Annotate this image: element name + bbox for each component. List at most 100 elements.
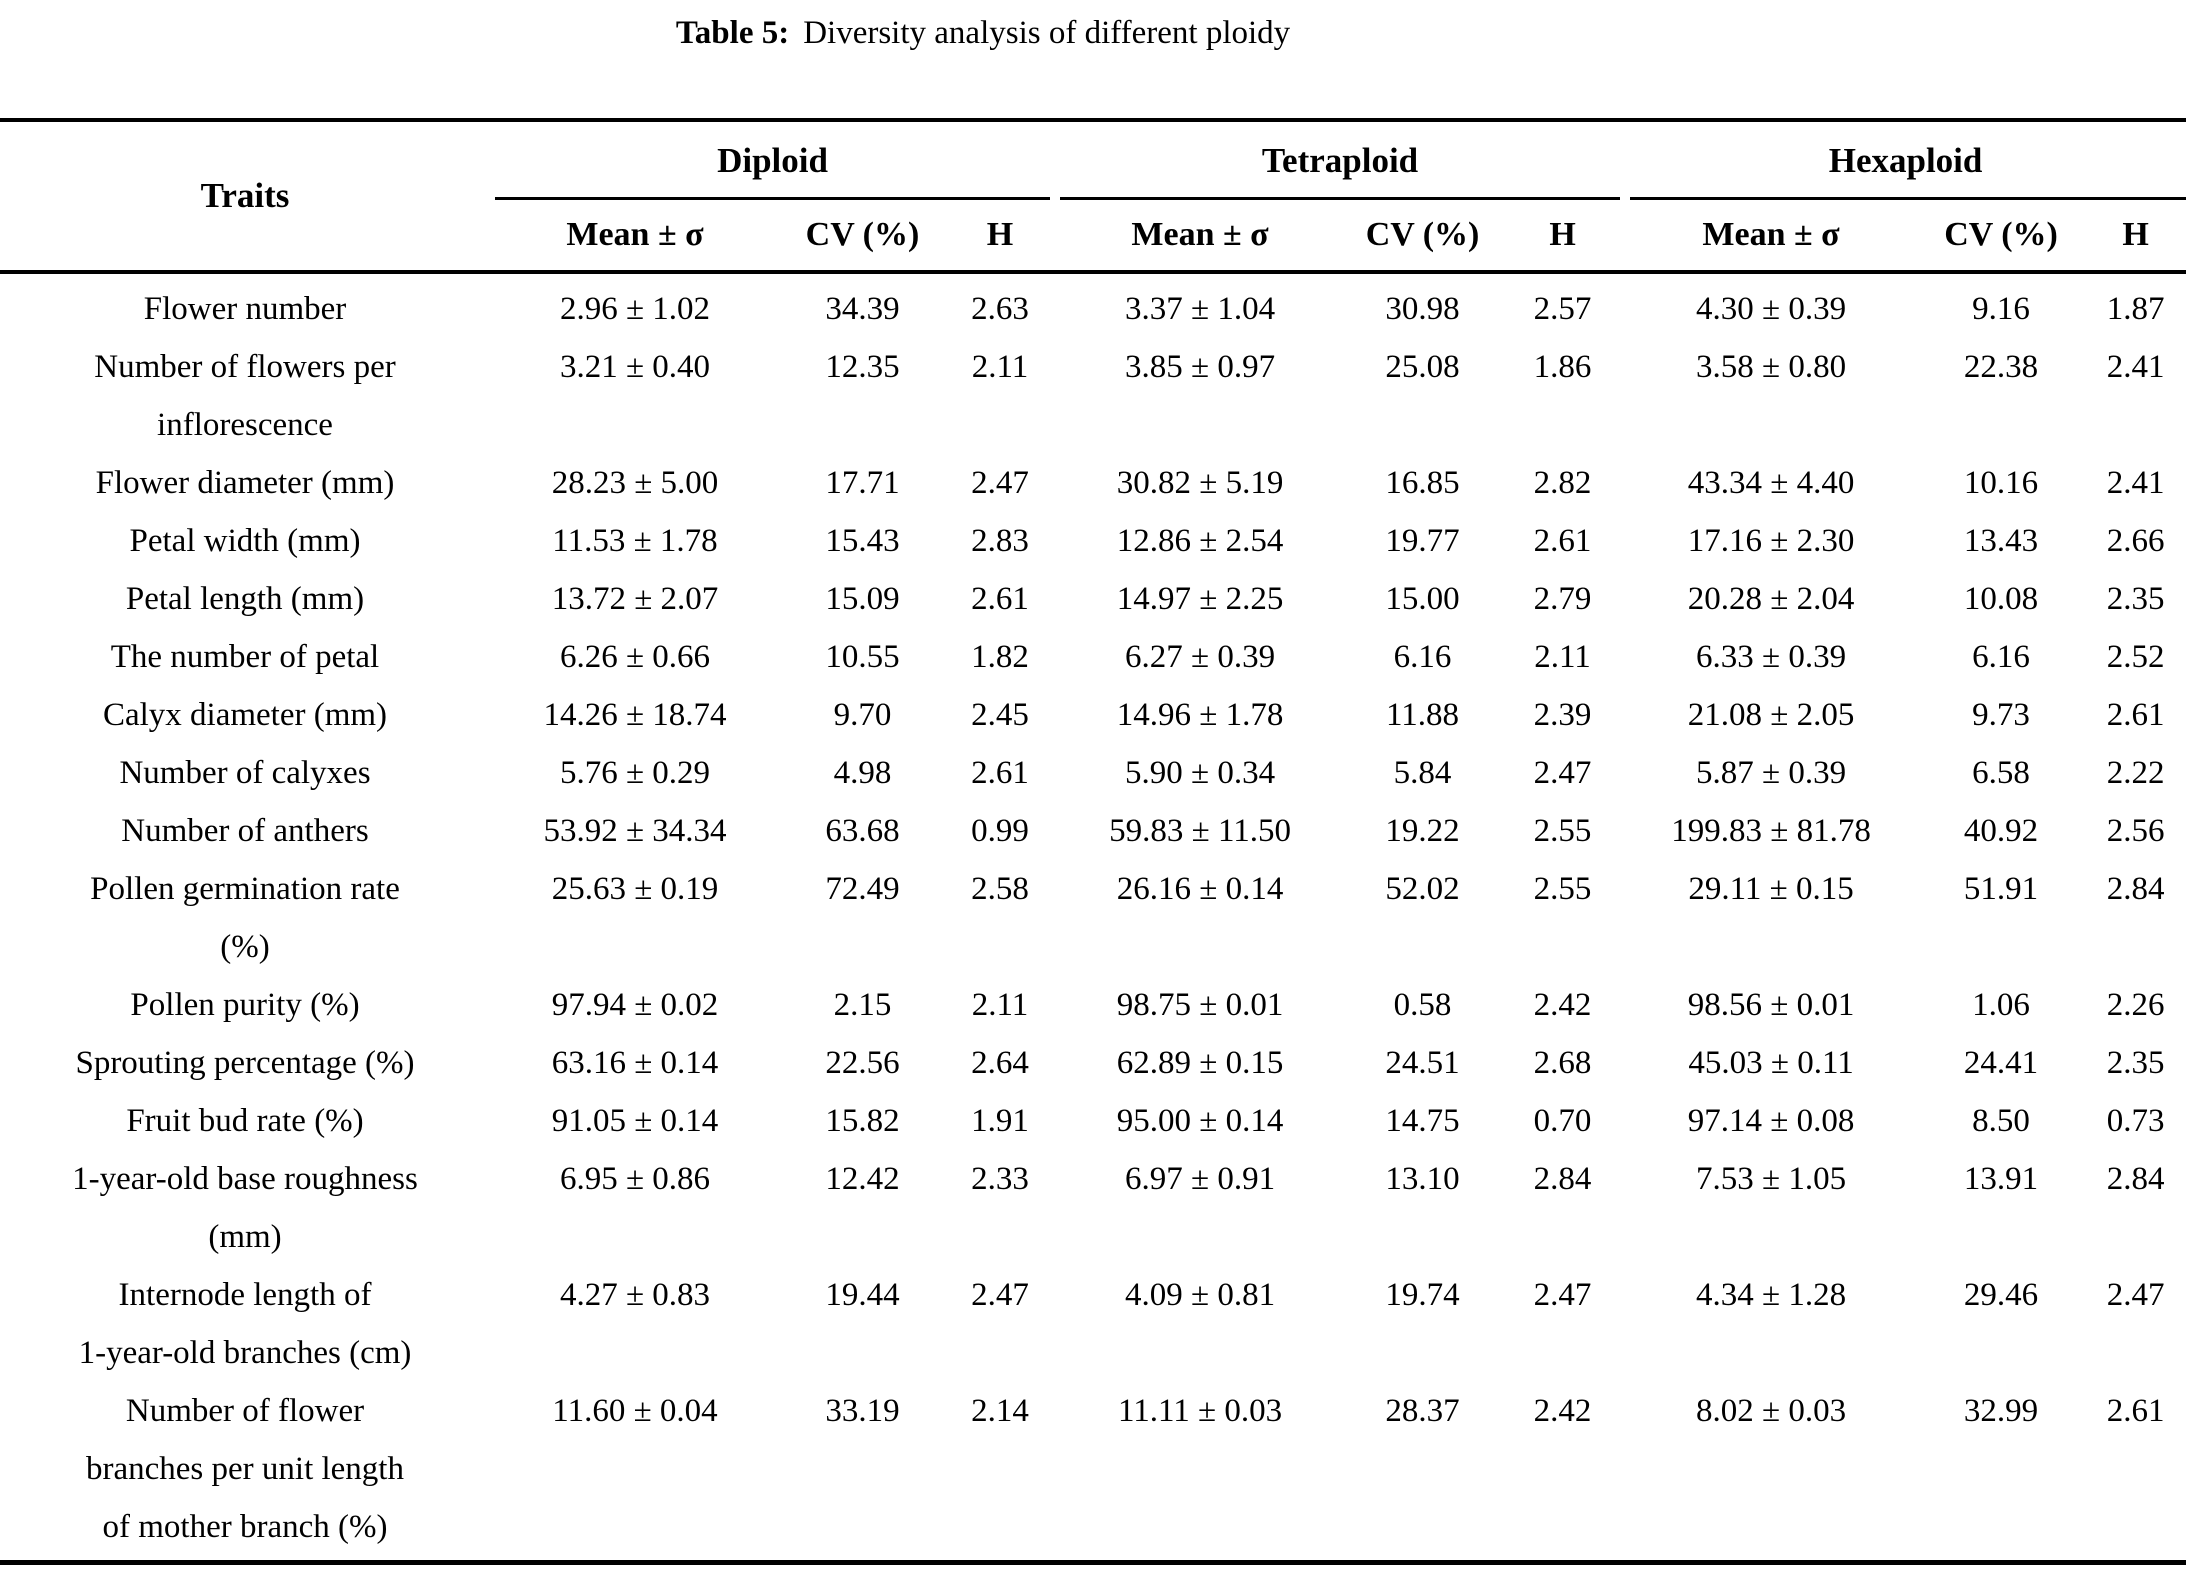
tetraploid-h-cell: 2.55 [1533, 813, 1592, 849]
hexaploid-h-cell: 2.47 [2106, 1277, 2165, 1313]
table-row: Pollen purity (%) 97.94 ± 0.02 2.15 2.11 98.… [0, 976, 2186, 1034]
diploid-mean-cell: 6.26 ± 0.66 [559, 639, 711, 675]
tetraploid-cv-cell: 52.02 [1385, 871, 1460, 907]
trait-line: Number of flowers per [94, 349, 396, 385]
table-row: Sprouting percentage (%) 63.16 ± 0.14 22.5… [0, 1034, 2186, 1092]
traits-column-header: Traits [0, 120, 490, 274]
diploid-h-cell: 2.33 [971, 1161, 1029, 1197]
paper-table-page: Table 5: Diversity analysis of different … [0, 10, 2186, 1583]
trait-cell: The number of petal [0, 628, 490, 686]
table-row: Number of anthers 53.92 ± 34.34 63.68 0.99 5… [0, 802, 2186, 860]
hexaploid-mean-cell: 29.11 ± 0.15 [1688, 871, 1854, 907]
diploid-h-cell: 2.58 [971, 871, 1029, 907]
trait-line: Flower diameter (mm) [95, 465, 395, 501]
trait-line: Calyx diameter (mm) [102, 697, 388, 733]
table-caption-text: Diversity analysis of different ploidy [803, 15, 1291, 51]
tetraploid-cv-cell: 30.98 [1385, 291, 1460, 327]
diploid-h-cell: 2.45 [971, 697, 1029, 733]
table-row: Flower diameter (mm) 28.23 ± 5.00 17.71 2.4… [0, 454, 2186, 512]
trait-cell: 1-year-old base roughness (mm) [0, 1150, 490, 1266]
trait-cell: Number of calyxes [0, 744, 490, 802]
tetraploid-mean-cell: 11.11 ± 0.03 [1117, 1393, 1283, 1429]
tetraploid-cv-cell: 24.51 [1385, 1045, 1460, 1081]
hexaploid-cv-cell: 29.46 [1963, 1277, 2039, 1313]
tetraploid-cv-cell: 11.88 [1386, 697, 1460, 733]
hexaploid-h-cell: 2.61 [2106, 1393, 2165, 1429]
table-row: Calyx diameter (mm) 14.26 ± 18.74 9.70 2.45… [0, 686, 2186, 744]
hexaploid-cv-cell: 9.73 [1972, 697, 2030, 733]
diploid-h-cell: 2.14 [971, 1393, 1029, 1429]
diploid-mean-cell: 97.94 ± 0.02 [551, 987, 719, 1023]
group-header-tetraploid: Tetraploid [1055, 120, 1625, 200]
hexaploid-h-cell: 2.22 [2106, 755, 2165, 791]
diploid-mean-cell: 28.23 ± 5.00 [551, 465, 719, 501]
trait-cell: Internode length of 1-year-old branches (… [0, 1266, 490, 1382]
hexaploid-mean-cell: 20.28 ± 2.04 [1687, 581, 1855, 617]
trait-line: of mother branch (%) [102, 1509, 388, 1545]
trait-line: Number of calyxes [119, 755, 371, 791]
hexaploid-mean-cell: 3.58 ± 0.80 [1695, 349, 1847, 385]
diploid-mean-cell: 4.27 ± 0.83 [559, 1277, 711, 1313]
diploid-h-cell: 2.47 [971, 1277, 1029, 1313]
tetraploid-mean-cell: 6.97 ± 0.91 [1124, 1161, 1276, 1197]
hexaploid-mean-cell: 5.87 ± 0.39 [1695, 755, 1847, 791]
hexaploid-h-cell: 2.84 [2106, 871, 2165, 907]
diploid-h-cell: 2.61 [971, 581, 1029, 617]
tetraploid-h-cell: 2.42 [1533, 1393, 1592, 1429]
trait-cell: Pollen germination rate (%) [0, 860, 490, 976]
diploid-mean-cell: 25.63 ± 0.19 [551, 871, 719, 907]
hexaploid-h-cell: 2.35 [2106, 1045, 2165, 1081]
table-header: Traits Diploid Tetraploid Hexaploid Mean ±… [0, 120, 2186, 274]
tetraploid-mean-cell: 4.09 ± 0.81 [1124, 1277, 1276, 1313]
trait-line: Flower number [143, 291, 347, 327]
tetraploid-mean-cell: 3.85 ± 0.97 [1124, 349, 1276, 385]
hexaploid-h-cell: 2.41 [2106, 349, 2165, 385]
trait-line: Petal width (mm) [129, 523, 361, 559]
diploid-h-cell: 2.11 [971, 349, 1029, 385]
tetraploid-mean-cell: 62.89 ± 0.15 [1116, 1045, 1284, 1081]
tetraploid-h-cell: 2.84 [1533, 1161, 1592, 1197]
trait-line: (mm) [208, 1219, 282, 1255]
hexaploid-cv-cell: 24.41 [1963, 1045, 2039, 1081]
hexaploid-mean-cell: 199.83 ± 81.78 [1671, 813, 1871, 849]
tetraploid-h-cell: 1.86 [1533, 349, 1592, 385]
trait-line: branches per unit length [86, 1451, 404, 1487]
diploid-cv-cell: 4.98 [833, 755, 892, 791]
trait-cell: Pollen purity (%) [0, 976, 490, 1034]
hexaploid-h-cell: 2.84 [2106, 1161, 2165, 1197]
table-caption: Table 5: Diversity analysis of different … [0, 10, 1966, 56]
trait-line: 1-year-old base roughness [72, 1161, 418, 1197]
tetraploid-h-cell: 2.47 [1533, 1277, 1592, 1313]
tetraploid-cv-cell: 19.74 [1385, 1277, 1460, 1313]
hexaploid-mean-cell: 43.34 ± 4.40 [1687, 465, 1855, 501]
diploid-mean-cell: 53.92 ± 34.34 [543, 813, 727, 849]
hexaploid-cv-cell: 6.16 [1972, 639, 2030, 675]
table-row: Number of flowers per inflorescence 3.21 ±… [0, 338, 2186, 454]
diploid-mean-cell: 2.96 ± 1.02 [559, 291, 711, 327]
tetraploid-mean-cell: 95.00 ± 0.14 [1116, 1103, 1284, 1139]
tetraploid-h-cell: 2.57 [1533, 291, 1592, 327]
diploid-h-cell: 2.64 [971, 1045, 1029, 1081]
diploid-mean-cell: 91.05 ± 0.14 [551, 1103, 719, 1139]
table-row: The number of petal 6.26 ± 0.66 10.55 1.82 6… [0, 628, 2186, 686]
diploid-cv-cell: 9.70 [833, 697, 892, 733]
diploid-cv-cell: 15.43 [825, 523, 900, 559]
trait-line: Pollen purity (%) [130, 987, 360, 1023]
trait-line: inflorescence [157, 407, 333, 443]
hexaploid-h-header: H [2085, 200, 2186, 274]
trait-line: 1-year-old branches (cm) [78, 1335, 412, 1371]
diploid-h-cell: 1.82 [971, 639, 1029, 675]
hexaploid-h-cell: 0.73 [2106, 1103, 2165, 1139]
hexaploid-mean-cell: 7.53 ± 1.05 [1695, 1161, 1847, 1197]
diploid-cv-cell: 33.19 [825, 1393, 900, 1429]
tetraploid-cv-cell: 13.10 [1385, 1161, 1460, 1197]
trait-cell: Petal width (mm) [0, 512, 490, 570]
hexaploid-mean-cell: 4.34 ± 1.28 [1695, 1277, 1847, 1313]
diploid-mean-cell: 3.21 ± 0.40 [559, 349, 711, 385]
table-row: Flower number 2.96 ± 1.02 34.39 2.63 3.37 ± … [0, 272, 2186, 338]
tetraploid-mean-cell: 12.86 ± 2.54 [1116, 523, 1284, 559]
tetraploid-h-cell: 2.47 [1533, 755, 1592, 791]
trait-line: The number of petal [110, 639, 380, 675]
diploid-cv-header: CV (%) [780, 200, 945, 274]
diploid-cv-cell: 12.35 [825, 349, 900, 385]
